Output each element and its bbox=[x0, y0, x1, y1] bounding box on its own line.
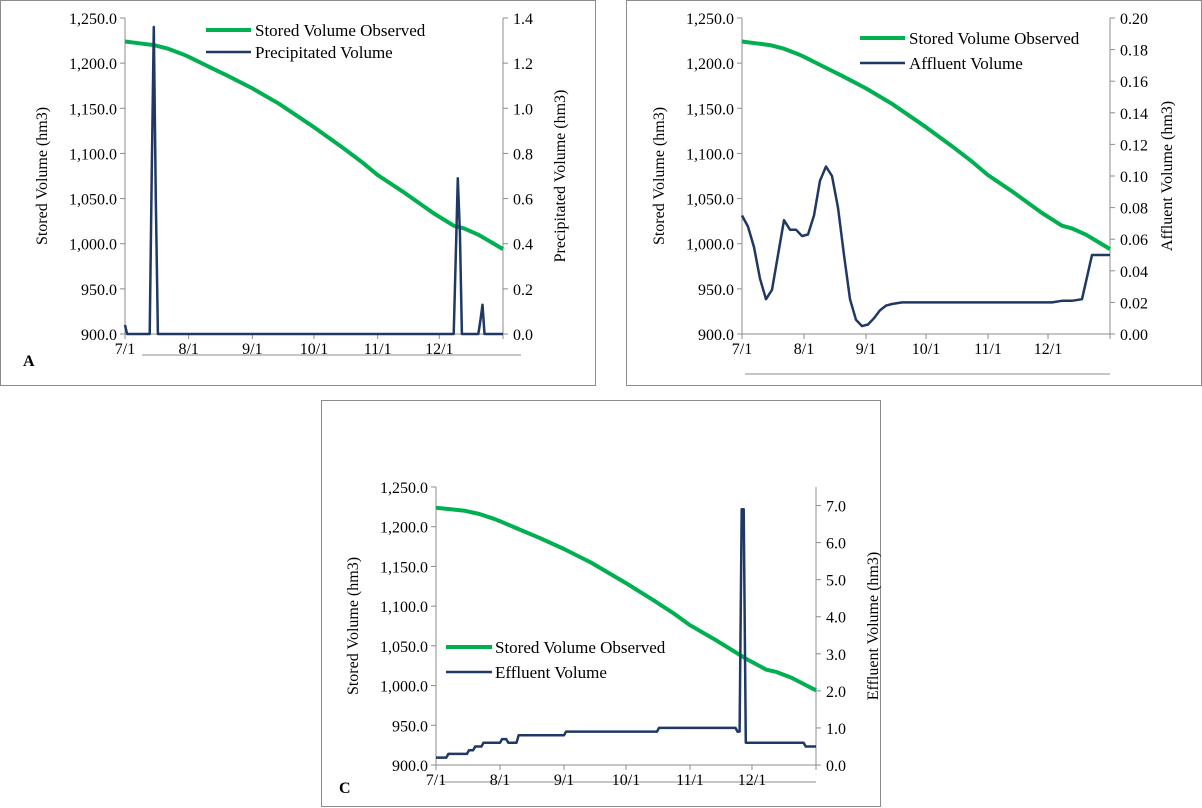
legend-label: Stored Volume Observed bbox=[255, 21, 426, 40]
left-tick-label: 950.0 bbox=[392, 718, 428, 735]
right-tick-label: 0.12 bbox=[1120, 137, 1148, 154]
x-tick-label: 9/1 bbox=[554, 772, 574, 789]
chart-c-svg: 900.0 950.0 1,000.0 1,050.0 1,100.0 1,150.0 1,… bbox=[339, 480, 882, 797]
right-tick-label: 0.04 bbox=[1120, 264, 1148, 281]
right-tick-label: 0.02 bbox=[1120, 295, 1148, 312]
right-axis-title: Precipitated Volume (hm3) bbox=[552, 90, 569, 263]
left-tick-label: 1,250.0 bbox=[686, 11, 734, 28]
panel-label: C bbox=[339, 780, 351, 797]
left-tick-label: 1,150.0 bbox=[380, 559, 428, 576]
left-tick-label: 1,150.0 bbox=[69, 101, 117, 118]
right-tick-label: 0.06 bbox=[1120, 232, 1148, 249]
right-tick-label: 0.20 bbox=[1120, 11, 1148, 28]
x-tick-label: 11/1 bbox=[974, 341, 1002, 358]
legend-label: Affluent Volume bbox=[909, 54, 1023, 73]
left-axis-title: Stored Volume (hm3) bbox=[345, 557, 362, 695]
right-tick-label: 0.4 bbox=[513, 237, 533, 254]
left-tick-label: 950.0 bbox=[698, 282, 734, 299]
left-tick-label: 1,000.0 bbox=[686, 237, 734, 254]
x-tick-label: 7/1 bbox=[115, 341, 135, 358]
right-tick-label: 0.18 bbox=[1120, 43, 1148, 60]
right-axis-title: Effluent Volume (hm3) bbox=[865, 552, 882, 700]
left-axis-title: Stored Volume (hm3) bbox=[34, 107, 51, 245]
series-line-stored-volume bbox=[741, 39, 1112, 251]
left-tick-label: 1,050.0 bbox=[686, 192, 734, 209]
x-tick-label: 10/1 bbox=[612, 772, 640, 789]
right-tick-label: 6.0 bbox=[826, 536, 846, 553]
right-tick-label: 0.6 bbox=[513, 192, 533, 209]
right-tick-label: 0.8 bbox=[513, 146, 533, 163]
right-tick-label: 4.0 bbox=[826, 610, 846, 627]
left-tick-label: 1,000.0 bbox=[380, 679, 428, 696]
x-tick-label: 8/1 bbox=[794, 341, 814, 358]
left-tick-label: 1,200.0 bbox=[686, 56, 734, 73]
chart-a-svg: 900.0 950.0 1,000.0 1,050.0 1,100.0 1,150.0 1,… bbox=[23, 11, 569, 370]
left-tick-label: 900.0 bbox=[698, 327, 734, 344]
left-tick-label: 1,200.0 bbox=[69, 56, 117, 73]
x-tick-label: 7/1 bbox=[426, 772, 446, 789]
left-tick-label: 1,200.0 bbox=[380, 520, 428, 537]
right-tick-label: 0.00 bbox=[1120, 327, 1148, 344]
left-tick-label: 1,150.0 bbox=[686, 101, 734, 118]
chart-panel-a: 900.0 950.0 1,000.0 1,050.0 1,100.0 1,150.0 1,… bbox=[0, 0, 596, 386]
x-tick-label: 8/1 bbox=[490, 772, 510, 789]
x-tick-label: 10/1 bbox=[912, 341, 940, 358]
left-tick-label: 1,250.0 bbox=[380, 480, 428, 497]
legend-label: Effluent Volume bbox=[495, 663, 607, 682]
right-tick-label: 1.0 bbox=[826, 721, 846, 738]
right-tick-label: 0.08 bbox=[1120, 201, 1148, 218]
x-tick-label: 12/1 bbox=[738, 772, 766, 789]
x-tick-label: 9/1 bbox=[856, 341, 876, 358]
x-tick-label: 12/1 bbox=[1034, 341, 1062, 358]
right-tick-label: 1.2 bbox=[513, 56, 533, 73]
right-tick-label: 3.0 bbox=[826, 647, 846, 664]
x-tick-label: 7/1 bbox=[732, 341, 752, 358]
x-tick-label: 11/1 bbox=[364, 341, 392, 358]
right-tick-label: 0.0 bbox=[826, 758, 846, 775]
right-tick-label: 0.16 bbox=[1120, 74, 1148, 91]
left-tick-label: 1,100.0 bbox=[380, 599, 428, 616]
right-tick-label: 1.4 bbox=[513, 11, 533, 28]
right-tick-label: 7.0 bbox=[826, 499, 846, 516]
chart-panel-c: 900.0 950.0 1,000.0 1,050.0 1,100.0 1,150.0 1,… bbox=[321, 400, 882, 807]
x-tick-label: 9/1 bbox=[242, 341, 262, 358]
x-tick-label: 12/1 bbox=[425, 341, 453, 358]
series-line-secondary bbox=[740, 165, 1110, 328]
legend-label: Precipitated Volume bbox=[255, 43, 393, 62]
right-tick-label: 2.0 bbox=[826, 684, 846, 701]
right-tick-label: 0.2 bbox=[513, 282, 533, 299]
left-tick-label: 900.0 bbox=[81, 327, 117, 344]
right-tick-label: 0.14 bbox=[1120, 106, 1148, 123]
x-tick-label: 8/1 bbox=[178, 341, 198, 358]
right-tick-label: 0.10 bbox=[1120, 169, 1148, 186]
left-tick-label: 1,250.0 bbox=[69, 11, 117, 28]
left-axis-title: Stored Volume (hm3) bbox=[651, 107, 668, 245]
legend-label: Stored Volume Observed bbox=[495, 638, 666, 657]
x-tick-label: 10/1 bbox=[300, 341, 328, 358]
x-tick-label: 11/1 bbox=[676, 772, 704, 789]
left-tick-label: 1,100.0 bbox=[69, 146, 117, 163]
chart-panel-b: 900.0 950.0 1,000.0 1,050.0 1,100.0 1,150.0 1,… bbox=[626, 0, 1202, 386]
legend-label: Stored Volume Observed bbox=[909, 29, 1080, 48]
left-tick-label: 950.0 bbox=[81, 282, 117, 299]
left-tick-label: 1,050.0 bbox=[69, 192, 117, 209]
right-tick-label: 1.0 bbox=[513, 101, 533, 118]
left-tick-label: 1,000.0 bbox=[69, 237, 117, 254]
panel-label: A bbox=[23, 353, 35, 370]
left-tick-label: 1,050.0 bbox=[380, 639, 428, 656]
series-line-secondary bbox=[123, 25, 503, 336]
left-tick-label: 900.0 bbox=[392, 758, 428, 775]
right-axis-title: Affluent Volume (hm3) bbox=[1159, 101, 1176, 251]
left-tick-label: 1,100.0 bbox=[686, 146, 734, 163]
right-tick-label: 5.0 bbox=[826, 573, 846, 590]
series-line-secondary bbox=[436, 507, 816, 759]
series-line-stored-volume bbox=[435, 505, 817, 693]
right-tick-label: 0.0 bbox=[513, 327, 533, 344]
chart-b-svg: 900.0 950.0 1,000.0 1,050.0 1,100.0 1,150.0 1,… bbox=[651, 11, 1176, 375]
series-line-stored-volume bbox=[124, 39, 505, 251]
